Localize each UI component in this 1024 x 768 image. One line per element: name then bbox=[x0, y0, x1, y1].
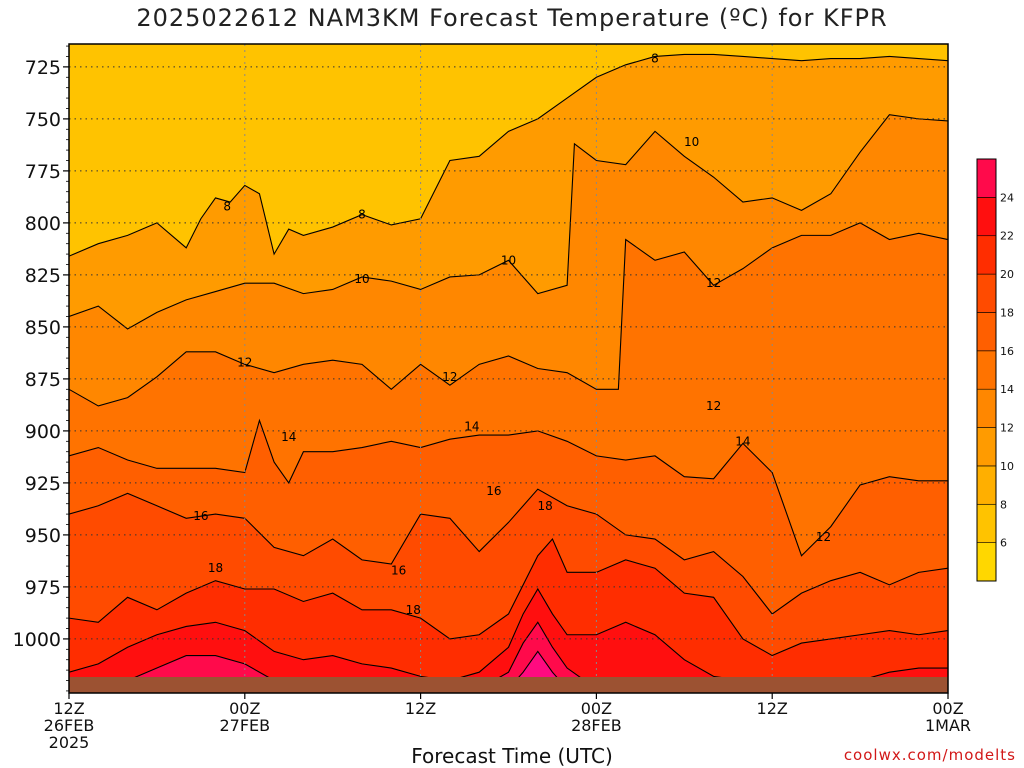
contour-label: 18 bbox=[208, 561, 223, 575]
contour-label: 14 bbox=[281, 430, 296, 444]
colorbar-tick-label: 16 bbox=[1000, 345, 1014, 358]
y-axis: 725 750 775 800 825 850 875 900 925 950 975 1000 bbox=[13, 45, 69, 692]
contour-line-14 bbox=[69, 418, 948, 557]
grid-lines bbox=[69, 44, 948, 693]
x-tick-sublabel: 1MAR bbox=[925, 716, 971, 735]
contour-label: 18 bbox=[537, 499, 552, 513]
colorbar-bin bbox=[976, 465, 997, 505]
contour-label: 14 bbox=[735, 434, 750, 448]
contour-line-10 bbox=[69, 114, 948, 330]
colorbar-bin bbox=[976, 273, 997, 313]
contour-label: 16 bbox=[193, 509, 208, 523]
colorbar-bin bbox=[976, 503, 997, 543]
colorbar-tick-label: 10 bbox=[1000, 460, 1014, 473]
y-tick-label: 925 bbox=[25, 473, 61, 495]
colorbar-tick-label: 14 bbox=[1000, 383, 1014, 396]
contour-line-16 bbox=[69, 488, 948, 615]
colorbar-bin bbox=[976, 158, 997, 198]
y-tick-label: 875 bbox=[25, 369, 61, 391]
y-tick-label: 725 bbox=[25, 57, 61, 79]
x-tick-label: 12Z bbox=[405, 699, 436, 718]
contour-label: 16 bbox=[486, 484, 501, 498]
contour-label: 12 bbox=[237, 355, 252, 369]
colorbar-tick-label: 22 bbox=[1000, 230, 1014, 243]
contour-line-12 bbox=[69, 222, 948, 407]
colorbar-bin bbox=[976, 427, 997, 467]
colorbar-tick-label: 12 bbox=[1000, 422, 1014, 435]
contour-label: 8 bbox=[223, 199, 231, 213]
fill-band-20 bbox=[69, 588, 948, 693]
colorbar-bin bbox=[976, 197, 997, 237]
source-credit: coolwx.com/modelts bbox=[843, 746, 1016, 764]
contour-labels: 8 8 8 10 10 10 12 12 12 12 12 14 14 14 16 16 16 18 18 18 bbox=[193, 52, 831, 617]
y-tick-label: 800 bbox=[25, 213, 61, 235]
contour-label: 12 bbox=[706, 399, 721, 413]
x-axis-label: Forecast Time (UTC) bbox=[411, 744, 613, 768]
colorbar-tick-label: 18 bbox=[1000, 306, 1014, 319]
y-tick-label: 775 bbox=[25, 161, 61, 183]
chart-title: 2025022612 NAM3KM Forecast Temperature (… bbox=[136, 4, 888, 32]
y-tick-label: 900 bbox=[25, 421, 61, 443]
y-tick-label: 850 bbox=[25, 317, 61, 339]
y-tick-label: 750 bbox=[25, 109, 61, 131]
contour-label: 12 bbox=[442, 370, 457, 384]
x-tick-label: 00Z bbox=[229, 699, 260, 718]
colorbar-tick-label: 24 bbox=[1000, 191, 1014, 204]
y-tick-label: 825 bbox=[25, 265, 61, 287]
colorbar-bin bbox=[976, 542, 997, 582]
contour-label: 10 bbox=[684, 135, 699, 149]
contour-label: 8 bbox=[358, 208, 366, 222]
contour-label: 18 bbox=[406, 603, 421, 617]
contour-label: 16 bbox=[391, 563, 406, 577]
colorbar-bin bbox=[976, 388, 997, 428]
ground-layer bbox=[69, 677, 948, 693]
contour-line-8 bbox=[69, 53, 948, 257]
colorbar-bin bbox=[976, 235, 997, 275]
fill-band-18 bbox=[69, 539, 948, 693]
colorbar-tick-label: 6 bbox=[1000, 537, 1007, 550]
contour-label: 10 bbox=[501, 253, 516, 267]
colorbar-bin bbox=[976, 350, 997, 390]
contour-label: 14 bbox=[464, 420, 479, 434]
contour-line-18 bbox=[69, 538, 948, 657]
contour-label: 12 bbox=[816, 530, 831, 544]
x-tick-sublabel: 27FEB bbox=[219, 716, 270, 735]
x-tick-label: 12Z bbox=[53, 699, 84, 718]
y-tick-label: 950 bbox=[25, 525, 61, 547]
colorbar-bin bbox=[976, 312, 997, 352]
contour-label: 12 bbox=[706, 276, 721, 290]
y-tick-label: 975 bbox=[25, 577, 61, 599]
x-tick-sublabel: 28FEB bbox=[571, 716, 622, 735]
x-tick-label: 12Z bbox=[757, 699, 788, 718]
contour-label: 8 bbox=[651, 52, 659, 66]
colorbar-frame bbox=[976, 158, 997, 582]
temperature-fill-layers bbox=[69, 44, 948, 693]
y-tick-label: 1000 bbox=[13, 629, 61, 651]
ground-fill bbox=[69, 677, 948, 693]
x-tick-label: 00Z bbox=[581, 699, 612, 718]
colorbar-tick-label: 20 bbox=[1000, 268, 1014, 281]
x-tick-sublabel: 2025 bbox=[49, 733, 90, 752]
x-tick-sublabel: 26FEB bbox=[44, 716, 95, 735]
x-tick-label: 00Z bbox=[932, 699, 963, 718]
contour-label: 10 bbox=[354, 272, 369, 286]
colorbar-tick-label: 8 bbox=[1000, 498, 1007, 511]
colorbar: 6 8 10 12 14 16 18 20 22 24 bbox=[976, 158, 1014, 582]
